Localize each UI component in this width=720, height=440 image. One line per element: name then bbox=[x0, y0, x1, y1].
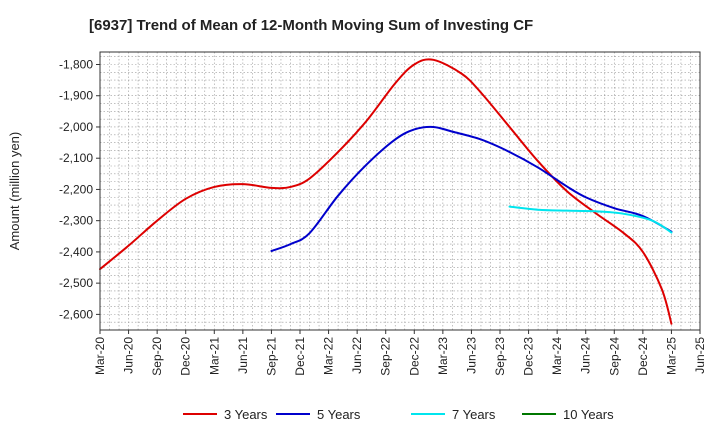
x-tick-label: Mar-20 bbox=[93, 337, 107, 375]
x-tick-label: Mar-24 bbox=[550, 337, 564, 375]
y-tick-label: -1,800 bbox=[59, 57, 93, 71]
y-tick-label: -2,600 bbox=[59, 307, 93, 321]
legend-label-3-years: 3 Years bbox=[224, 407, 268, 422]
y-tick-label: -2,300 bbox=[59, 214, 93, 228]
x-tick-label: Mar-25 bbox=[664, 337, 678, 375]
x-tick-label: Mar-21 bbox=[207, 337, 221, 375]
legend-label-7-years: 7 Years bbox=[452, 407, 496, 422]
x-tick-label: Dec-20 bbox=[179, 337, 193, 376]
x-tick-label: Jun-24 bbox=[579, 337, 593, 374]
y-axis-label: Amount (million yen) bbox=[7, 132, 22, 251]
legend-label-5-years: 5 Years bbox=[317, 407, 361, 422]
plot-frame bbox=[99, 51, 701, 331]
series-line-5-years bbox=[270, 125, 673, 252]
y-tick-label: -2,000 bbox=[59, 120, 93, 134]
x-tick-label: Mar-23 bbox=[436, 337, 450, 375]
y-tick-label: -2,100 bbox=[59, 151, 93, 165]
x-tick-label: Jun-20 bbox=[122, 337, 136, 374]
x-tick-label: Sep-24 bbox=[607, 337, 621, 376]
y-axis-ticks: -1,800 -1,900 -2,000 -2,100 -2,200 -2,300 -2,4… bbox=[59, 57, 100, 321]
x-tick-label: Jun-21 bbox=[236, 337, 250, 374]
y-tick-label: -2,200 bbox=[59, 182, 93, 196]
x-tick-label: Dec-21 bbox=[293, 337, 307, 376]
series-line-7-years bbox=[508, 205, 673, 234]
plot-background bbox=[100, 52, 700, 330]
series-line-3-years bbox=[99, 58, 673, 325]
x-tick-label: Dec-23 bbox=[522, 337, 536, 376]
y-tick-label: -2,400 bbox=[59, 245, 93, 259]
chart-title: [6937] Trend of Mean of 12-Month Moving … bbox=[89, 17, 533, 34]
series-lines bbox=[99, 58, 673, 325]
x-tick-label: Sep-22 bbox=[379, 337, 393, 376]
x-tick-label: Dec-22 bbox=[407, 337, 421, 376]
legend-label-10-years: 10 Years bbox=[563, 407, 614, 422]
x-tick-label: Jun-25 bbox=[693, 337, 707, 374]
x-tick-label: Dec-24 bbox=[636, 337, 650, 376]
gridlines bbox=[100, 52, 700, 330]
x-tick-label: Jun-22 bbox=[350, 337, 364, 374]
x-tick-label: Sep-21 bbox=[264, 337, 278, 376]
y-tick-label: -2,500 bbox=[59, 276, 93, 290]
x-tick-label: Sep-20 bbox=[150, 337, 164, 376]
legend: 3 Years 5 Years 7 Years 10 Years bbox=[183, 407, 614, 422]
x-tick-label: Sep-23 bbox=[493, 337, 507, 376]
y-tick-label: -1,900 bbox=[59, 89, 93, 103]
x-axis-ticks: Mar-20 Jun-20 Sep-20 Dec-20 Mar-21 Jun-21 Sep-… bbox=[93, 330, 707, 376]
x-tick-label: Jun-23 bbox=[464, 337, 478, 374]
x-tick-label: Mar-22 bbox=[322, 337, 336, 375]
